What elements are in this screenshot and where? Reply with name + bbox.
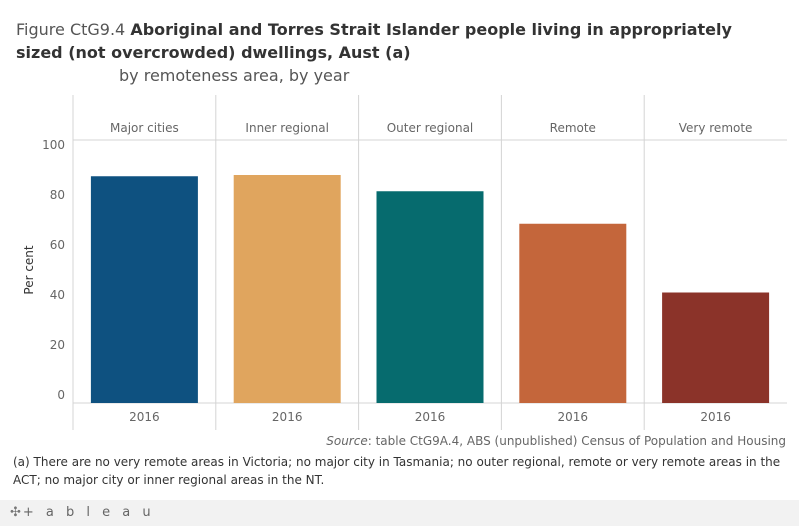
bar <box>376 191 484 403</box>
bar <box>90 176 198 403</box>
bar <box>662 292 770 403</box>
chart-title: Figure CtG9.4 Aboriginal and Torres Stra… <box>16 18 776 64</box>
source-text: : table CtG9A.4, ABS (unpublished) Censu… <box>367 434 786 448</box>
panel-header: Inner regional <box>245 121 329 135</box>
panel-header: Outer regional <box>387 121 474 135</box>
x-tick-label: 2016 <box>700 410 731 424</box>
y-tick-label: 20 <box>50 338 65 352</box>
tableau-logo-icon: ✣ <box>10 505 21 520</box>
y-axis-label: Per cent <box>22 245 36 295</box>
tableau-footer: ✣ + a b l e a u <box>0 500 799 526</box>
tableau-logo[interactable]: ✣ + a b l e a u <box>10 505 155 520</box>
chart-subtitle: by remoteness area, by year <box>119 66 350 85</box>
title-main: Aboriginal and Torres Strait Islander pe… <box>16 20 732 62</box>
y-tick-label: 100 <box>42 138 65 152</box>
x-tick-label: 2016 <box>558 410 589 424</box>
x-tick-label: 2016 <box>415 410 446 424</box>
footnote: (a) There are no very remote areas in Vi… <box>13 455 781 487</box>
x-tick-label: 2016 <box>129 410 160 424</box>
bar-chart: 0 20 40 60 80 100 Per cent Major cities 2016 Inne… <box>22 95 787 430</box>
y-tick-label: 40 <box>50 288 65 302</box>
x-tick-label: 2016 <box>272 410 303 424</box>
panel-header: Remote <box>550 121 596 135</box>
panel-header: Very remote <box>679 121 753 135</box>
tableau-logo-text: + a b l e a u <box>22 505 155 520</box>
y-tick-label: 80 <box>50 188 65 202</box>
y-tick-label: 0 <box>57 388 65 402</box>
y-tick-label: 60 <box>50 238 65 252</box>
source-note: Source: table CtG9A.4, ABS (unpublished)… <box>326 434 786 448</box>
figure-number: Figure CtG9.4 <box>16 20 131 39</box>
bar <box>233 175 341 403</box>
panel-header: Major cities <box>110 121 179 135</box>
source-label: Source <box>326 434 368 448</box>
bar <box>519 223 627 403</box>
